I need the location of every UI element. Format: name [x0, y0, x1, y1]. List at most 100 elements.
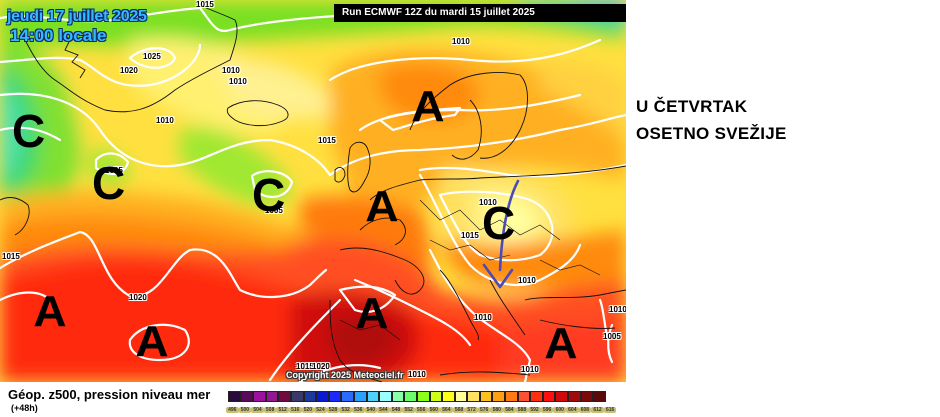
scale-tick-label: 528: [326, 407, 340, 413]
scale-tick-label: 588: [515, 407, 529, 413]
scale-swatch: [454, 391, 468, 402]
scale-tick-label: 512: [276, 407, 289, 413]
forecast-date: jeudi 17 juillet 2025: [7, 8, 147, 25]
isobar-label: 1005: [105, 166, 123, 175]
scale-tick-label: 548: [389, 407, 403, 413]
scale-swatch: [290, 391, 304, 402]
scale-tick-label: 552: [402, 407, 415, 413]
scale-swatch: [278, 391, 291, 402]
scale-swatch: [580, 391, 594, 402]
scale-tick-label: 576: [477, 407, 491, 413]
scale-tick-label: 572: [465, 407, 478, 413]
isobar-label: 1005: [265, 206, 283, 215]
scale-swatch: [379, 391, 392, 402]
scale-tick-label: 608: [578, 407, 592, 413]
scale-tick-label: 592: [528, 407, 541, 413]
forecast-time: 14:00 locale: [10, 26, 107, 45]
scale-swatch: [429, 391, 443, 402]
scale-swatch: [303, 391, 317, 402]
scale-swatch: [416, 391, 430, 402]
scale-swatch: [253, 391, 266, 402]
geopotential-field: [0, 0, 626, 382]
isobar-label: 1020: [120, 66, 138, 75]
scale-tick-label: 532: [339, 407, 352, 413]
isobar-label: 1010: [518, 276, 536, 285]
scale-tick-label: 584: [503, 407, 516, 413]
scale-tick-label: 564: [440, 407, 453, 413]
low-pressure-center: C: [92, 157, 126, 209]
low-pressure-center: C: [482, 197, 516, 249]
scale-tick-label: 604: [566, 407, 579, 413]
isobar-label: 1010: [452, 37, 470, 46]
scale-swatch: [228, 391, 241, 402]
high-pressure-center: A: [355, 289, 389, 338]
scale-tick-label: 580: [490, 407, 504, 413]
isobar-label: 1010: [479, 198, 497, 207]
scale-tick-label: 536: [351, 407, 365, 413]
scale-tick-label: 504: [251, 407, 264, 413]
isobar-label: 1015: [296, 362, 314, 371]
scale-tick-label: 516: [288, 407, 302, 413]
headline-line-2: OSETNO SVEŽIJE: [636, 124, 787, 143]
scale-swatch: [316, 391, 329, 402]
scale-swatch: [568, 391, 581, 402]
isobar-label: 1005: [603, 332, 621, 341]
scale-tick-label: 496: [226, 407, 239, 413]
high-pressure-center: A: [411, 82, 445, 131]
scale-tick-label: 508: [263, 407, 277, 413]
copyright-text: Copyright 2025 Meteociel.fr: [286, 370, 404, 380]
scale-swatch: [366, 391, 380, 402]
isobar-label: 1015: [318, 136, 336, 145]
scale-tick-label: 520: [301, 407, 315, 413]
scale-swatch: [240, 391, 254, 402]
isobar-label: 1010: [521, 365, 539, 374]
isobar-label: 1010: [229, 77, 247, 86]
color-scale-labels: 496 500 504 508 512 516 520 524 528 532 536 540 544 5…: [226, 407, 617, 413]
isobar-label: 1010: [474, 313, 492, 322]
scale-swatch: [555, 391, 569, 402]
scale-tick-label: 560: [427, 407, 441, 413]
scale-swatch: [341, 391, 354, 402]
scale-swatch: [467, 391, 480, 402]
scale-swatch: [265, 391, 279, 402]
low-pressure-center: C: [12, 105, 46, 157]
headline-line-1: U ČETVRTAK: [636, 97, 748, 116]
high-pressure-center: A: [365, 182, 399, 231]
color-scale-bar: [228, 391, 606, 402]
scale-swatch: [479, 391, 493, 402]
scale-swatch: [353, 391, 367, 402]
scale-tick-label: 524: [314, 407, 327, 413]
scale-swatch: [530, 391, 543, 402]
model-run-banner: Run ECMWF 12Z du mardi 15 juillet 2025: [334, 4, 626, 22]
legend-title: Géop. z500, pression niveau mer: [8, 387, 211, 402]
scale-tick-label: 556: [414, 407, 428, 413]
scale-tick-label: 500: [238, 407, 252, 413]
coastlines: [0, 4, 626, 382]
high-pressure-center: A: [33, 287, 67, 336]
annotation-arrow: [482, 179, 520, 289]
scale-swatch: [328, 391, 342, 402]
scale-swatch: [391, 391, 405, 402]
scale-tick-label: 596: [540, 407, 554, 413]
isobar-label: 1020: [312, 362, 330, 371]
scale-swatch: [492, 391, 506, 402]
legend-subtitle: (+48h): [11, 403, 38, 413]
high-pressure-center: A: [544, 319, 578, 368]
weather-map: 1015 1025 1020 1010 1010 1010 1005 1005 1010 1015…: [0, 0, 626, 382]
scale-tick-label: 600: [553, 407, 567, 413]
isobar-label: 1015: [196, 0, 214, 9]
scale-swatch: [593, 391, 606, 402]
scale-tick-label: 612: [591, 407, 604, 413]
scale-swatch: [505, 391, 518, 402]
isobar-label: 1020: [129, 293, 147, 302]
scale-tick-label: 540: [364, 407, 378, 413]
scale-swatch: [517, 391, 531, 402]
isobar-label: 1025: [143, 52, 161, 61]
isobar-label: 1010: [609, 305, 626, 314]
isobar-label: 1015: [2, 252, 20, 261]
scale-tick-label: 544: [377, 407, 390, 413]
scale-swatch: [404, 391, 417, 402]
low-pressure-center: C: [252, 169, 286, 221]
isobar-label: 1015: [461, 231, 479, 240]
scale-swatch: [542, 391, 556, 402]
